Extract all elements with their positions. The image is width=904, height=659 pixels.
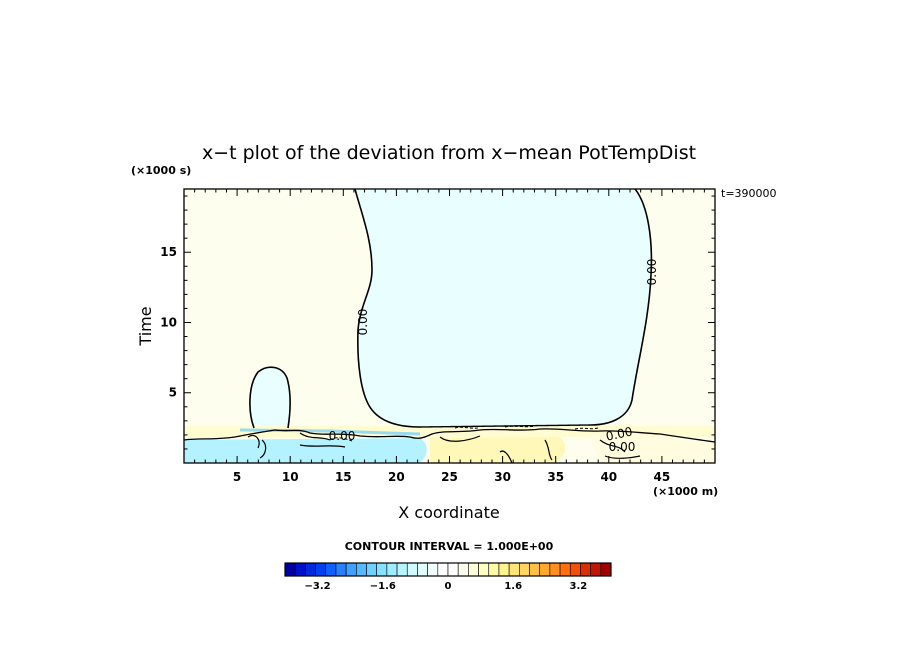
field-negative-region: [355, 189, 652, 427]
colorbar: [284, 562, 612, 577]
x-axis-unit: (×1000 m): [653, 485, 718, 498]
colorbar-swatch: [529, 562, 540, 577]
y-axis-unit: (×1000 s): [131, 164, 191, 177]
colorbar-swatch: [569, 562, 581, 577]
colorbar-swatch: [549, 562, 561, 577]
colorbar-swatch: [478, 562, 490, 577]
zero-contour-left: [354, 189, 421, 428]
zero-contour-right: [589, 189, 653, 426]
colorbar-swatch: [498, 562, 510, 577]
colorbar-swatch: [519, 562, 530, 577]
x-tick-label: 5: [233, 470, 241, 484]
x-tick-label: 25: [441, 470, 458, 484]
colorbar-swatch: [437, 562, 449, 577]
colorbar-swatch: [284, 562, 296, 577]
colorbar-tick-label: 1.6: [504, 581, 522, 592]
colorbar-swatch: [315, 562, 327, 577]
colorbar-swatch: [406, 562, 418, 577]
colorbar-swatch: [488, 562, 500, 577]
colorbar-swatch: [325, 562, 337, 577]
x-tick-label: 10: [282, 470, 299, 484]
contour-label: 0.00: [645, 259, 659, 286]
zero-contour-wavy: [184, 428, 715, 443]
x-tick-label: 35: [547, 470, 564, 484]
band-positive-right: [590, 434, 715, 463]
colorbar-swatch: [386, 562, 398, 577]
y-tick-label: 5: [169, 386, 177, 400]
x-axis: 5 10 15 20 25 30 35 40 45: [194, 189, 705, 484]
y-axis: 5 10 15: [160, 195, 715, 450]
colorbar-swatch: [335, 562, 347, 577]
colorbar-swatch: [345, 562, 357, 577]
colorbar-frame: [284, 562, 612, 577]
colorbar-swatch: [427, 562, 439, 577]
contour-interval-text: CONTOUR INTERVAL = 1.000E+00: [345, 540, 554, 553]
zero-contour-details: [247, 432, 641, 463]
colorbar-swatch: [417, 562, 428, 577]
contour-labels: 0.00 0.00 0.00 0.00 0.00: [329, 259, 659, 454]
x-tick-label: 30: [494, 470, 511, 484]
colorbar-swatch: [559, 562, 571, 577]
zero-contour-bottom: [419, 424, 591, 428]
time-note: t=390000: [721, 187, 777, 200]
colorbar-swatch: [366, 562, 377, 577]
band-negative-left: [184, 438, 427, 463]
colorbar-swatch: [600, 562, 612, 577]
colorbar-swatch: [539, 562, 551, 577]
colorbar-tick-label: −1.6: [370, 581, 396, 592]
colorbar-tick-label: 3.2: [570, 581, 588, 592]
colorbar-swatch: [508, 562, 520, 577]
x-tick-label: 45: [654, 470, 671, 484]
chart-title: x−t plot of the deviation from x−mean Po…: [202, 142, 696, 164]
contour-label: 0.00: [329, 429, 356, 443]
contour-label: 0.00: [356, 309, 370, 336]
y-tick-label: 15: [160, 245, 177, 259]
field-negative-bubble: [249, 367, 291, 428]
band-positive-center: [430, 437, 566, 463]
colorbar-swatch: [457, 562, 469, 577]
colorbar-swatch: [305, 562, 316, 577]
contour-label: 0.00: [605, 424, 634, 443]
colorbar-swatch: [580, 562, 591, 577]
colorbar-tick-label: 0: [445, 581, 452, 592]
x-axis-label: X coordinate: [398, 503, 499, 522]
x-tick-label: 40: [600, 470, 617, 484]
y-axis-label: Time: [136, 306, 155, 346]
y-tick-label: 10: [160, 315, 177, 329]
plot-area: [184, 189, 715, 463]
colorbar-swatch: [356, 562, 367, 577]
colorbar-swatch: [294, 562, 306, 577]
colorbar-swatch: [590, 562, 602, 577]
colorbar-swatch: [376, 562, 388, 577]
zero-contour-bubble: [249, 366, 291, 429]
colorbar-swatch: [447, 562, 459, 577]
x-tick-label: 20: [388, 470, 405, 484]
negative-contour-details: [329, 425, 599, 442]
colorbar-ticks: −3.2 −1.6 0 1.6 3.2: [305, 581, 588, 592]
colorbar-tick-label: −3.2: [305, 581, 331, 592]
colorbar-swatch: [468, 562, 479, 577]
contour-label: 0.00: [609, 440, 636, 454]
x-tick-label: 15: [335, 470, 352, 484]
colorbar-swatch: [396, 562, 408, 577]
